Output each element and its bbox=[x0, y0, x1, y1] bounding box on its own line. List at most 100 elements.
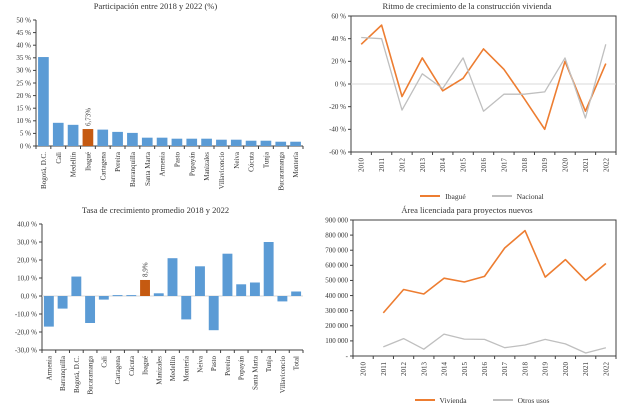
y-tick-label: 60 % bbox=[331, 12, 346, 20]
x-category-label: Manizales bbox=[203, 152, 211, 181]
bar bbox=[208, 296, 219, 331]
legend-label: Otros usos bbox=[517, 395, 550, 405]
y-tick-label: 15 % bbox=[16, 105, 31, 113]
bar bbox=[181, 296, 192, 320]
bar bbox=[186, 138, 198, 146]
y-tick-label: 10,0 % bbox=[17, 274, 37, 282]
y-tick-label: 300 000 bbox=[325, 307, 348, 315]
y-tick-label: 0 % bbox=[20, 142, 31, 150]
legend-item: Ibagué bbox=[420, 191, 466, 201]
x-category-label: 2018 bbox=[521, 362, 529, 377]
x-category-label: Pereira bbox=[114, 151, 122, 172]
x-category-label: Medellín bbox=[70, 152, 78, 178]
bar bbox=[112, 131, 123, 146]
y-tick-label: 0 % bbox=[335, 80, 346, 88]
x-category-label: Neiva bbox=[196, 355, 204, 373]
x-category-label: 2017 bbox=[500, 158, 508, 173]
y-tick-label: -20 % bbox=[329, 103, 346, 111]
x-category-label: 2013 bbox=[420, 362, 428, 377]
x-category-label: Tunja bbox=[262, 151, 270, 168]
bar bbox=[245, 140, 257, 146]
x-category-label: 2010 bbox=[360, 362, 368, 377]
series-line-primary bbox=[360, 24, 607, 131]
x-category-label: 2014 bbox=[439, 158, 447, 173]
x-category-label: 2013 bbox=[419, 158, 427, 173]
x-category-label: Popayán bbox=[238, 356, 246, 381]
x-category-label: 2016 bbox=[481, 362, 489, 377]
x-category-label: Popayán bbox=[188, 152, 196, 177]
y-tick-label: 20 % bbox=[16, 92, 31, 100]
y-tick-label: 500 000 bbox=[325, 277, 348, 285]
bar bbox=[263, 242, 274, 296]
x-category-label: Villavicencio bbox=[279, 356, 287, 394]
y-tick-label: 50 % bbox=[16, 16, 31, 24]
series-line-secondary bbox=[383, 333, 607, 354]
y-tick-label: 35 % bbox=[16, 54, 31, 62]
bar bbox=[290, 141, 301, 146]
x-category-label: Villavicencio bbox=[218, 152, 226, 190]
bar bbox=[249, 282, 260, 296]
y-tick-label: 400 000 bbox=[325, 292, 348, 300]
legend-label: Ibagué bbox=[445, 191, 466, 201]
participacion-bar-chart: 50 % 45 % 40 % 35 % 30 % 25 % 20 % 15 % 10 % 5 % 0… bbox=[16, 16, 304, 190]
y-tick-label: -10,0 % bbox=[15, 310, 37, 318]
x-category-label: 2021 bbox=[582, 158, 590, 173]
highlight-value-label: 6,73% bbox=[84, 108, 92, 126]
chart-cell-ritmo: Ritmo de crecimiento de la construcción … bbox=[311, 0, 623, 204]
legend-label: Vivienda bbox=[439, 395, 467, 405]
x-category-label: 2022 bbox=[602, 158, 610, 173]
x-category-label: Medellín bbox=[169, 356, 177, 382]
x-category-label: Santa Marta bbox=[144, 151, 152, 186]
bar bbox=[291, 291, 302, 296]
tasa-bar-chart: 40,0 % 30,0 % 20,0 % 10,0 % 0,0 % -10,0 % -20,… bbox=[15, 220, 304, 394]
chart-title-participacion: Participación entre 2018 y 2022 (%) bbox=[93, 1, 218, 11]
x-category-label: 2014 bbox=[441, 362, 449, 377]
y-tick-label: - bbox=[346, 352, 349, 360]
x-category-label: 2010 bbox=[358, 158, 366, 173]
y-tick-label: 40 % bbox=[331, 35, 346, 43]
x-category-label: Armenia bbox=[45, 355, 53, 380]
ritmo-line-chart: 60 % 40 % 20 % 0 % -20 % -40 % -60 % 2010 2011 20… bbox=[329, 12, 617, 173]
x-category-label: 2011 bbox=[380, 362, 388, 376]
highlight-bar bbox=[140, 279, 150, 296]
bar bbox=[216, 139, 227, 146]
x-category-label: 2022 bbox=[602, 362, 610, 377]
x-category-label: 2019 bbox=[541, 158, 549, 173]
x-category-label: Ibagué bbox=[84, 152, 92, 171]
bar bbox=[171, 138, 183, 146]
x-category-label: 2016 bbox=[480, 158, 488, 173]
x-category-label: Manizales bbox=[155, 356, 163, 385]
x-category-label: 2015 bbox=[460, 158, 468, 173]
bar bbox=[222, 253, 233, 296]
x-category-label: Cúcuta bbox=[248, 151, 256, 172]
x-category-label: Cartagena bbox=[99, 151, 107, 180]
x-category-label: 2020 bbox=[562, 158, 570, 173]
y-tick-label: 0,0 % bbox=[21, 292, 38, 300]
x-category-label: 2012 bbox=[400, 362, 408, 377]
series-line-primary bbox=[382, 229, 607, 314]
bar bbox=[141, 137, 153, 146]
bar bbox=[38, 57, 49, 146]
highlight-bar bbox=[82, 129, 94, 146]
legend-area: Vivienda Otros usos bbox=[311, 392, 623, 408]
x-category-label: 2021 bbox=[582, 362, 590, 377]
y-tick-label: -20,0 % bbox=[15, 328, 37, 336]
x-category-label: Montería bbox=[183, 355, 191, 382]
legend-swatch bbox=[491, 195, 512, 197]
legend-swatch bbox=[492, 399, 513, 401]
x-category-label: Barranquilla bbox=[129, 151, 137, 187]
x-category-label: Cali bbox=[55, 152, 63, 164]
legend-swatch bbox=[420, 195, 441, 197]
y-tick-label: 5 % bbox=[20, 130, 31, 138]
x-category-label: Armenia bbox=[159, 151, 167, 176]
y-tick-label: -40 % bbox=[329, 126, 346, 134]
area-line-chart: 900 000 800 000 700 000 600 000 500 000 400 0… bbox=[325, 216, 617, 377]
bar bbox=[275, 141, 287, 146]
bar bbox=[85, 296, 96, 323]
x-category-label: Cali bbox=[100, 356, 108, 368]
y-tick-label: -30,0 % bbox=[15, 346, 37, 354]
chart-cell-area: Área licenciada para proyectos nuevos 90… bbox=[311, 204, 623, 408]
x-category-label: Santa Marta bbox=[251, 355, 259, 390]
bar bbox=[97, 129, 109, 146]
